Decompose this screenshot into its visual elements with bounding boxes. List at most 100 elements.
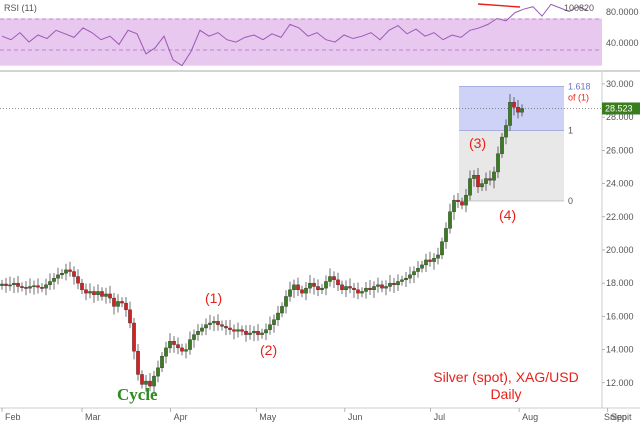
candle-body bbox=[252, 331, 256, 334]
candle-body bbox=[212, 321, 216, 324]
candle-body bbox=[468, 178, 472, 196]
candle-body bbox=[88, 291, 92, 294]
candle-body bbox=[496, 153, 500, 173]
candle-body bbox=[360, 291, 364, 294]
candle-body bbox=[484, 178, 488, 184]
fib-label-0: 0 bbox=[568, 196, 573, 206]
cycle-label: Cycle bbox=[117, 385, 158, 404]
price-panel: 28.523 30.000 28.000 26.000 24.000 22.000 20.… bbox=[0, 72, 640, 422]
candle-body bbox=[352, 287, 356, 291]
candle-body bbox=[64, 269, 68, 274]
wave-label-4: (4) bbox=[499, 207, 516, 223]
candle-body bbox=[92, 291, 96, 295]
candle-body bbox=[436, 254, 440, 259]
candle-body bbox=[476, 175, 480, 188]
candle-body bbox=[228, 327, 232, 330]
candle-body bbox=[420, 264, 424, 269]
candle-body bbox=[4, 283, 8, 286]
candle-body bbox=[100, 291, 104, 297]
candle-body bbox=[316, 286, 320, 291]
candle-body bbox=[392, 282, 396, 286]
candle-body bbox=[508, 102, 512, 126]
candle-body bbox=[384, 286, 388, 289]
candle-body bbox=[32, 285, 36, 288]
candle-body bbox=[152, 375, 156, 387]
candle-body bbox=[456, 199, 460, 203]
candle-body bbox=[208, 322, 212, 325]
candle-body bbox=[156, 367, 160, 377]
candle-body bbox=[292, 284, 296, 291]
candle-body bbox=[256, 331, 260, 335]
candle-body bbox=[160, 356, 164, 369]
time-tick-label: Mar bbox=[85, 412, 101, 422]
price-tick-label: 18.000 bbox=[606, 278, 634, 288]
candle-body bbox=[464, 194, 468, 206]
candle-body bbox=[500, 136, 504, 154]
candle-body bbox=[76, 276, 80, 284]
candle-body bbox=[196, 331, 200, 335]
candle-body bbox=[280, 306, 284, 314]
candle-body bbox=[344, 286, 348, 291]
candle-body bbox=[372, 286, 376, 291]
candle-body bbox=[48, 281, 52, 286]
price-tick-label: 14.000 bbox=[606, 345, 634, 355]
wave-label-2: (2) bbox=[260, 342, 277, 358]
candle-body bbox=[260, 332, 264, 335]
candle-body bbox=[216, 321, 220, 325]
fib-retracement-box bbox=[459, 130, 564, 201]
candle-body bbox=[172, 341, 176, 345]
candle-body bbox=[332, 276, 336, 281]
rsi-title: RSI (11) bbox=[4, 3, 37, 13]
candle-body bbox=[328, 276, 332, 282]
candle-body bbox=[336, 279, 340, 286]
time-tick-label: Aug bbox=[522, 412, 538, 422]
candle-body bbox=[140, 374, 144, 385]
candle-body bbox=[268, 324, 272, 330]
candle-body bbox=[380, 284, 384, 289]
candle-body bbox=[404, 277, 408, 281]
candle-body bbox=[428, 259, 432, 262]
candle-body bbox=[432, 258, 436, 262]
rsi-value-label: 100820 bbox=[564, 3, 594, 13]
candle-body bbox=[304, 287, 308, 294]
wave-label-3: (3) bbox=[469, 135, 486, 151]
rsi-line bbox=[1, 3, 588, 67]
candle-body bbox=[20, 286, 24, 288]
candle-body bbox=[16, 282, 20, 287]
candle-body bbox=[248, 332, 252, 335]
candle-body bbox=[400, 279, 404, 282]
candle-body bbox=[132, 322, 136, 352]
candle-body bbox=[244, 331, 248, 335]
candle-body bbox=[424, 259, 428, 266]
time-tick-label: Jul bbox=[434, 412, 446, 422]
candle-body bbox=[40, 287, 44, 289]
fib-label-of-wave1: of (1) bbox=[568, 92, 589, 102]
candle-body bbox=[224, 326, 228, 329]
candle-body bbox=[516, 106, 520, 113]
candle-body bbox=[364, 287, 368, 292]
candle-body bbox=[136, 351, 140, 375]
price-tick-label: 30.000 bbox=[606, 79, 634, 89]
candle-body bbox=[96, 291, 100, 295]
candle-body bbox=[24, 287, 28, 289]
current-price-tag bbox=[602, 102, 640, 115]
rsi-panel: RSI (11) 100820 80.0000 40.0000 bbox=[0, 0, 640, 72]
candle-body bbox=[204, 324, 208, 329]
candle-body bbox=[416, 268, 420, 272]
candle-body bbox=[480, 183, 484, 188]
candle-body bbox=[472, 175, 476, 179]
candle-body bbox=[276, 312, 280, 320]
candle-body bbox=[84, 289, 88, 294]
candle-body bbox=[408, 274, 412, 279]
candle-body bbox=[36, 285, 40, 288]
candle-body bbox=[348, 286, 352, 289]
candle-body bbox=[72, 271, 76, 277]
candle-body bbox=[220, 324, 224, 327]
candle-body bbox=[264, 329, 268, 334]
price-tick-label: 28.000 bbox=[606, 112, 634, 122]
candle-body bbox=[376, 284, 380, 287]
candle-body bbox=[512, 102, 516, 108]
candle-body bbox=[356, 289, 360, 294]
candle-body bbox=[300, 289, 304, 294]
candle-body bbox=[272, 319, 276, 325]
